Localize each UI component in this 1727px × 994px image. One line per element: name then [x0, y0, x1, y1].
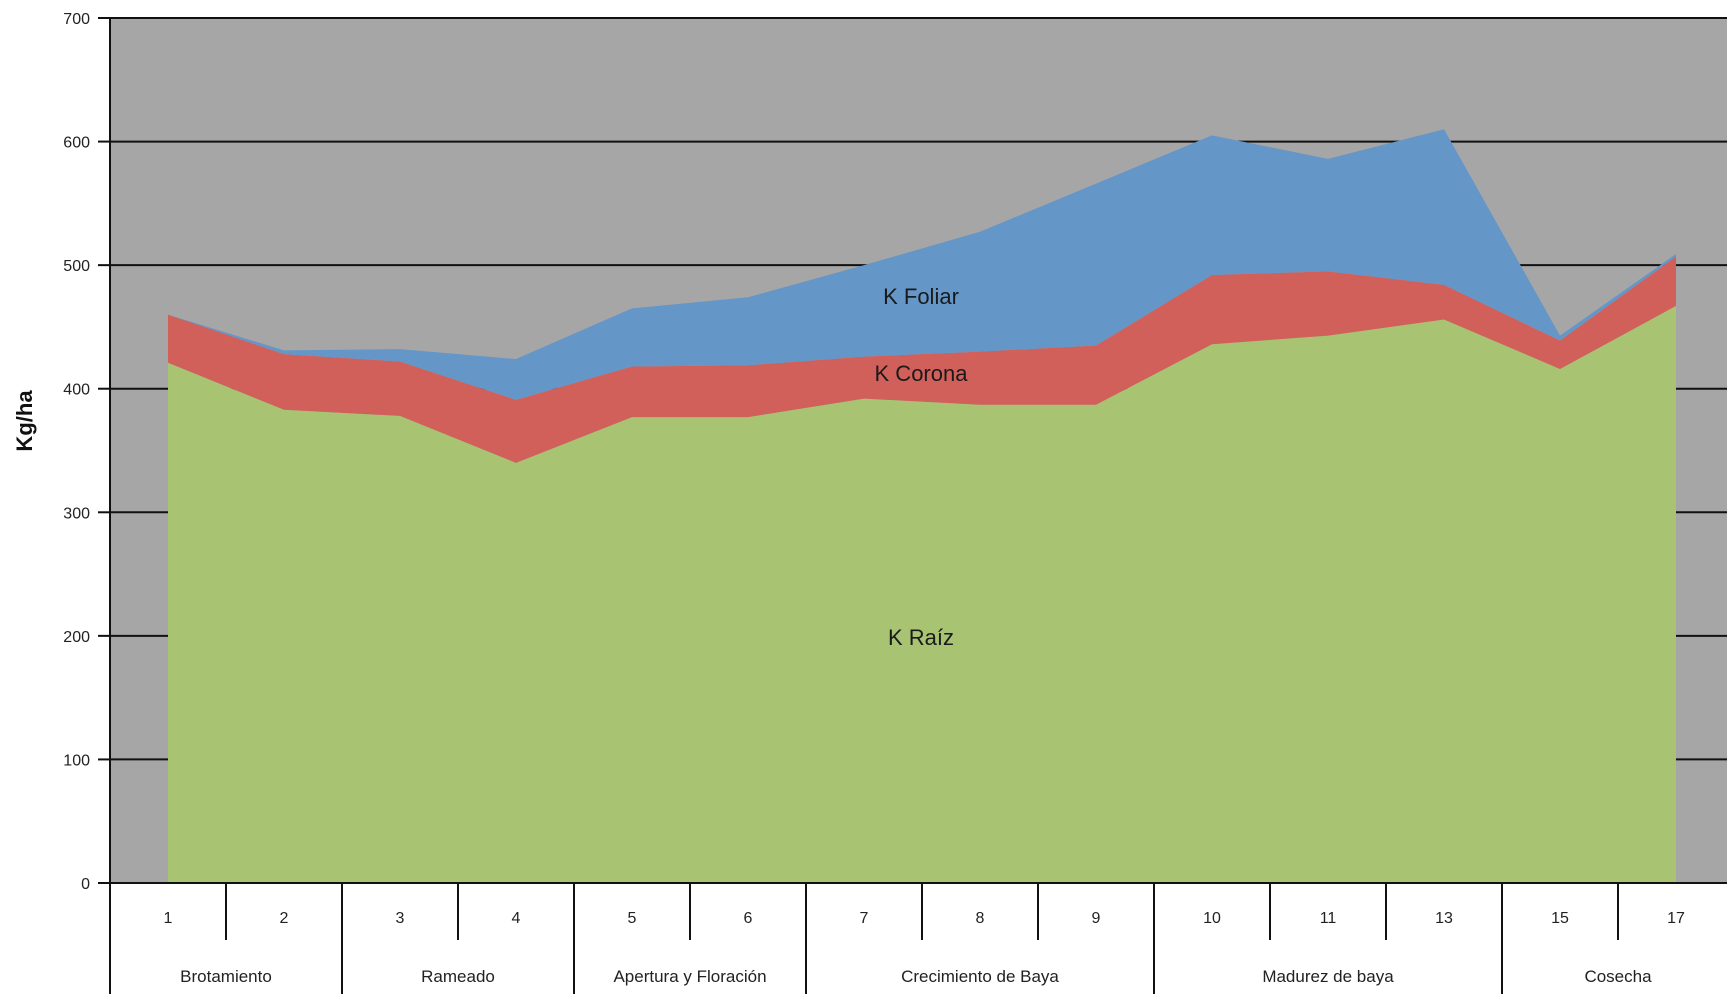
y-tick-label: 500 [63, 258, 90, 275]
area-k-ra-z [168, 305, 1676, 884]
x-tick-label: 9 [1092, 910, 1101, 927]
stage-label: Apertura y Floración [613, 967, 766, 986]
x-tick-label: 4 [512, 910, 521, 927]
stage-label: Madurez de baya [1262, 967, 1394, 986]
y-axis-ticks: 0 100 200 300 400 500 600 700 [63, 11, 110, 893]
x-tick-label: 5 [628, 910, 637, 927]
area-k-foliar [168, 129, 1676, 400]
x-tick-label: 3 [396, 910, 405, 927]
series-label-k-foliar: K Foliar [883, 284, 959, 309]
area-series [168, 129, 1676, 884]
y-axis-title: Kg/ha [12, 390, 37, 452]
x-tick-label: 15 [1551, 910, 1569, 927]
x-tick-label: 13 [1435, 910, 1453, 927]
y-tick-label: 400 [63, 382, 90, 399]
series-labels: K Raíz K Corona K Foliar [875, 284, 969, 650]
series-label-k-ra-z: K Raíz [888, 625, 954, 650]
stage-label: Rameado [421, 967, 495, 986]
x-tick-label: 8 [976, 910, 985, 927]
stage-label: Brotamiento [180, 967, 272, 986]
area-k-corona [168, 256, 1676, 463]
stage-label: Crecimiento de Baya [901, 967, 1059, 986]
x-tick-label: 7 [860, 910, 869, 927]
x-tick-label: 10 [1203, 910, 1221, 927]
y-tick-label: 300 [63, 505, 90, 522]
x-axis-categories: 1 2 3 4 5 6 7 8 9 10 11 13 15 17 Brotamiento Rameado Ape… [164, 883, 1685, 994]
axes [109, 18, 1727, 994]
x-tick-label: 6 [744, 910, 753, 927]
y-tick-label: 600 [63, 135, 90, 152]
x-tick-label: 11 [1320, 910, 1337, 927]
x-tick-label: 2 [280, 910, 289, 927]
y-tick-label: 200 [63, 629, 90, 646]
stage-label: Cosecha [1584, 967, 1652, 986]
x-tick-label: 17 [1667, 910, 1685, 927]
x-tick-label: 1 [164, 910, 173, 927]
series-label-k-corona: K Corona [875, 361, 969, 386]
y-tick-label: 0 [81, 876, 90, 893]
y-tick-label: 100 [63, 752, 90, 769]
y-tick-label: 700 [63, 11, 90, 28]
